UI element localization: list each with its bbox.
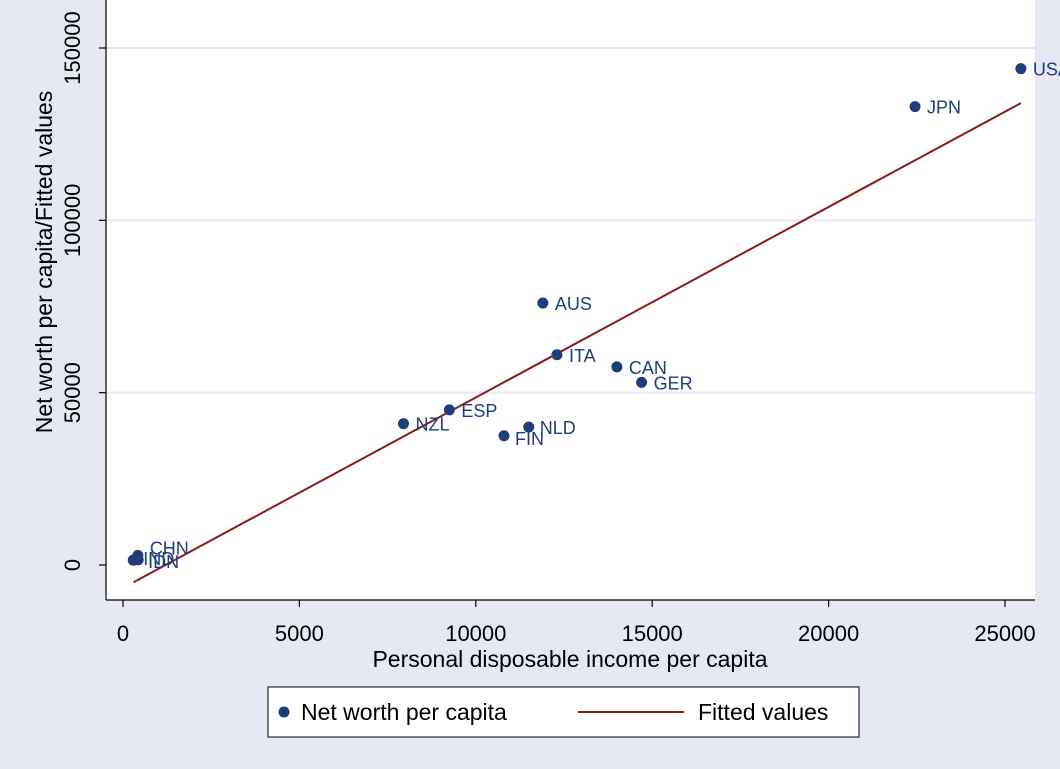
y-axis-title: Net worth per capita/Fitted values	[31, 91, 57, 434]
x-tick-label: 25000	[974, 621, 1035, 646]
data-point-jpn	[909, 101, 921, 113]
data-label-aus: AUS	[555, 294, 592, 314]
fitted-line	[133, 102, 1022, 584]
axes	[105, 0, 1035, 601]
data-label-esp: ESP	[461, 401, 497, 421]
x-tick-label: 15000	[622, 621, 683, 646]
y-tick-label: 0	[60, 559, 85, 571]
gridlines	[106, 47, 1035, 394]
data-label-idn: IDN	[148, 552, 179, 572]
legend-marker-net-worth	[278, 706, 290, 718]
data-label-ita: ITA	[569, 346, 596, 366]
data-label-nld: NLD	[540, 418, 576, 438]
x-axis-title: Personal disposable income per capita	[372, 646, 767, 672]
data-point-fin	[498, 430, 510, 442]
x-tick-label: 20000	[798, 621, 859, 646]
legend-label-fitted: Fitted values	[698, 699, 828, 725]
data-point-aus	[537, 297, 549, 309]
data-point-ita	[551, 349, 563, 361]
plot-area	[106, 0, 1035, 600]
data-label-chn: CHN	[150, 538, 189, 558]
data-point-usa	[1015, 63, 1027, 75]
data-point-nld	[523, 421, 535, 433]
data-point-ger	[636, 376, 648, 388]
tick-marks: 0 50000 100000 150000 0 5000 10000 15000 20000 25…	[60, 11, 1036, 646]
y-tick-label: 50000	[60, 362, 85, 423]
data-label-ger: GER	[654, 373, 693, 393]
data-label-usa: USA	[1033, 60, 1060, 80]
data-label-fin: FIN	[515, 429, 544, 449]
data-point-esp	[443, 404, 455, 416]
x-tick-label: 5000	[275, 621, 324, 646]
legend-label-net-worth: Net worth per capita	[301, 699, 507, 725]
legend-box	[267, 686, 860, 738]
data-label-jpn: JPN	[927, 98, 961, 118]
data-label-ind: IND	[143, 549, 174, 569]
x-tick-label: 0	[117, 621, 129, 646]
y-tick-label: 150000	[60, 11, 85, 84]
data-point-can	[611, 361, 623, 373]
y-tick-label: 100000	[60, 184, 85, 257]
legend: Net worth per capita Fitted values	[267, 686, 860, 738]
data-label-nzl: NZL	[415, 415, 449, 435]
x-tick-label: 10000	[445, 621, 506, 646]
data-point-idn	[132, 554, 144, 566]
fitted-line-group	[133, 102, 1022, 584]
data-label-can: CAN	[629, 358, 667, 378]
data-point-nzl	[397, 418, 409, 430]
